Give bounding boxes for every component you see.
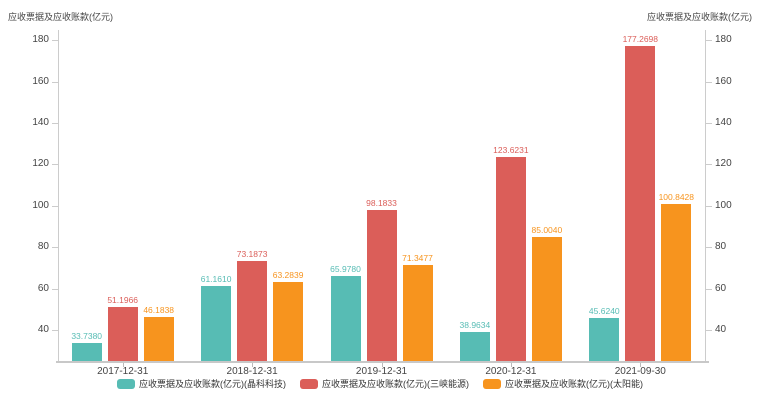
- y-tick-label-right: 180: [715, 34, 732, 46]
- bar-value-label: 71.3477: [402, 253, 433, 264]
- x-tick-label: 2020-12-31: [485, 366, 537, 377]
- bar-value-label: 33.7380: [71, 330, 103, 341]
- bar-value-label: 38.9634: [459, 320, 491, 331]
- y-tick-left: [52, 288, 58, 290]
- y-tick-left: [52, 164, 58, 166]
- bar-series1-2018-12-31[interactable]: [201, 286, 232, 361]
- bar-value-label: 45.6240: [588, 306, 620, 317]
- y-tick-left: [52, 205, 58, 207]
- legend: 应收票据及应收账款(亿元)(晶科科技) 应收票据及应收账款(亿元)(三峡能源) 应收…: [0, 377, 760, 390]
- y-tick-right: [706, 81, 712, 83]
- y-axis-left: [58, 30, 59, 361]
- bar-series3-2021-09-30[interactable]: [661, 204, 692, 361]
- bar-series1-2017-12-31[interactable]: [71, 342, 102, 361]
- y-tick-label-left: 80: [37, 241, 49, 253]
- bar-value-label: 65.9780: [330, 264, 361, 275]
- y-axis-title-right: 应收票据及应收账款(亿元): [647, 12, 752, 22]
- legend-swatch-icon: [483, 378, 501, 389]
- y-tick-right: [706, 123, 712, 125]
- y-tick-label-right: 120: [715, 158, 732, 170]
- x-tick: [252, 363, 254, 367]
- bar-value-label: 177.2698: [622, 33, 659, 44]
- x-tick-label: 2018-12-31: [226, 366, 278, 377]
- bar-series3-2020-12-31[interactable]: [531, 236, 562, 361]
- bar-value-label: 100.8428: [658, 192, 695, 203]
- y-tick-label-left: 180: [32, 34, 49, 46]
- y-tick-label-right: 100: [715, 199, 732, 211]
- y-tick-label-right: 160: [715, 75, 732, 87]
- bar-series3-2018-12-31[interactable]: [273, 281, 304, 361]
- y-tick-right: [706, 205, 712, 207]
- bar-value-label: 61.1610: [200, 274, 232, 285]
- legend-label: 应收票据及应收账款(亿元)(晶科科技): [139, 379, 286, 389]
- y-tick-label-left: 140: [32, 117, 49, 129]
- y-tick-label-right: 60: [715, 282, 727, 294]
- bar-value-label: 63.2839: [272, 269, 304, 280]
- legend-label: 应收票据及应收账款(亿元)(三峡能源): [322, 379, 469, 389]
- y-tick-label-right: 140: [715, 117, 732, 129]
- bar-series3-2017-12-31[interactable]: [143, 317, 174, 361]
- y-tick-left: [52, 40, 58, 42]
- y-tick-right: [706, 247, 712, 249]
- legend-label: 应收票据及应收账款(亿元)(太阳能): [505, 379, 643, 389]
- legend-swatch-icon: [117, 378, 135, 389]
- y-axis-title-left: 应收票据及应收账款(亿元): [8, 12, 113, 22]
- bar-series2-2020-12-31[interactable]: [495, 156, 526, 361]
- y-tick-label-left: 160: [32, 75, 49, 87]
- bar-value-label: 51.1966: [107, 294, 139, 305]
- x-tick: [381, 363, 383, 367]
- legend-item-1[interactable]: 应收票据及应收账款(亿元)(晶科科技): [117, 377, 286, 390]
- y-tick-left: [52, 329, 58, 331]
- x-tick: [640, 363, 642, 367]
- bar-value-label: 73.1873: [236, 249, 268, 260]
- x-tick: [122, 363, 124, 367]
- bar-value-label: 98.1833: [366, 197, 397, 208]
- x-tick: [510, 363, 512, 367]
- legend-item-2[interactable]: 应收票据及应收账款(亿元)(三峡能源): [300, 377, 469, 390]
- bar-series1-2019-12-31[interactable]: [330, 276, 361, 361]
- y-tick-right: [706, 164, 712, 166]
- bar-series2-2017-12-31[interactable]: [107, 306, 138, 361]
- bar-value-label: 46.1838: [143, 305, 175, 316]
- bar-series2-2019-12-31[interactable]: [366, 209, 397, 361]
- y-tick-left: [52, 123, 58, 125]
- y-tick-label-left: 100: [32, 199, 49, 211]
- bar-series2-2018-12-31[interactable]: [237, 261, 268, 361]
- y-tick-left: [52, 247, 58, 249]
- bar-series2-2021-09-30[interactable]: [625, 45, 656, 361]
- y-tick-label-right: 80: [715, 241, 727, 253]
- y-tick-left: [52, 81, 58, 83]
- x-tick-label: 2017-12-31: [97, 366, 149, 377]
- y-tick-label-left: 120: [32, 158, 49, 170]
- y-tick-label-right: 40: [715, 323, 727, 335]
- bar-series1-2021-09-30[interactable]: [589, 318, 620, 361]
- y-tick-label-left: 40: [37, 323, 49, 335]
- y-tick-right: [706, 40, 712, 42]
- bar-series1-2020-12-31[interactable]: [459, 332, 490, 361]
- legend-item-3[interactable]: 应收票据及应收账款(亿元)(太阳能): [483, 377, 643, 390]
- legend-swatch-icon: [300, 378, 318, 389]
- x-axis-line: [56, 361, 709, 363]
- x-tick-label: 2019-12-31: [355, 366, 408, 377]
- y-tick-label-left: 60: [37, 282, 49, 294]
- y-tick-right: [706, 288, 712, 290]
- y-axis-right: [705, 30, 706, 361]
- bar-series3-2019-12-31[interactable]: [402, 265, 433, 361]
- y-tick-right: [706, 329, 712, 331]
- x-tick-label: 2021-09-30: [614, 366, 666, 377]
- bar-value-label: 123.6231: [493, 144, 529, 155]
- bar-value-label: 85.0040: [531, 224, 563, 235]
